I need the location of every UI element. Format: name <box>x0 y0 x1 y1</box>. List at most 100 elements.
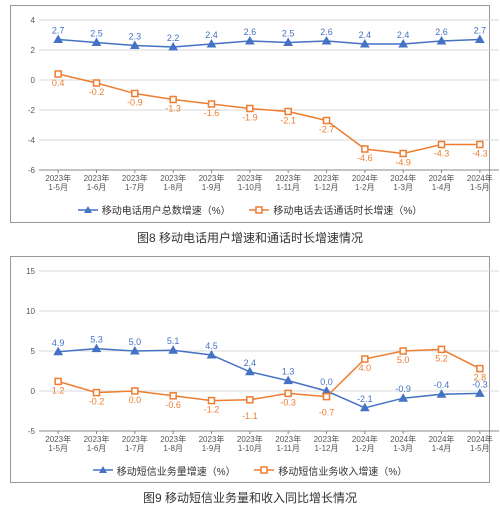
svg-text:1-12月: 1-12月 <box>314 183 338 192</box>
svg-text:4.0: 4.0 <box>359 363 372 373</box>
svg-text:2023年: 2023年 <box>275 173 301 183</box>
svg-text:-0.2: -0.2 <box>89 87 105 97</box>
svg-text:-5: -5 <box>28 427 36 436</box>
svg-text:2.8: 2.8 <box>474 372 487 382</box>
triangle-marker-icon <box>78 205 98 215</box>
svg-text:1-5月: 1-5月 <box>48 183 68 192</box>
svg-text:-0.9: -0.9 <box>395 384 411 394</box>
svg-text:2.4: 2.4 <box>397 30 410 40</box>
svg-text:5: 5 <box>31 347 36 356</box>
svg-text:-4: -4 <box>28 136 36 145</box>
svg-text:-2.7: -2.7 <box>319 125 335 135</box>
svg-text:2.4: 2.4 <box>205 30 218 40</box>
svg-text:-4.9: -4.9 <box>395 158 411 168</box>
svg-text:2.7: 2.7 <box>52 26 65 36</box>
square-marker-icon <box>254 465 274 475</box>
svg-text:2023年: 2023年 <box>160 434 186 444</box>
svg-text:-0.3: -0.3 <box>280 397 296 407</box>
svg-text:-4.3: -4.3 <box>434 149 450 159</box>
chart9-legend2-label: 移动短信业务收入增速（%） <box>278 463 407 478</box>
svg-text:0.0: 0.0 <box>129 395 142 405</box>
chart8-caption: 图8 移动电话用户增速和通话时长增速情况 <box>0 229 500 246</box>
svg-text:0.4: 0.4 <box>52 78 65 88</box>
chart8-legend: 移动电话用户总数增速（%） 移动电话去话通话时长增速（%） <box>11 198 489 222</box>
svg-text:2024年: 2024年 <box>352 173 378 183</box>
svg-text:1-3月: 1-3月 <box>393 183 413 192</box>
svg-text:1-6月: 1-6月 <box>87 183 107 192</box>
svg-text:-2: -2 <box>28 106 36 115</box>
chart9-legend: 移动短信业务量增速（%） 移动短信业务收入增速（%） <box>11 459 489 483</box>
svg-text:-1.9: -1.9 <box>242 113 258 123</box>
svg-text:15: 15 <box>26 267 35 276</box>
svg-text:1-9月: 1-9月 <box>202 183 222 192</box>
svg-text:-0.2: -0.2 <box>89 396 105 406</box>
svg-text:-1.3: -1.3 <box>165 104 181 114</box>
svg-text:2024年: 2024年 <box>467 434 493 444</box>
svg-text:2023年: 2023年 <box>84 434 110 444</box>
svg-text:0: 0 <box>31 387 36 396</box>
svg-text:2023年: 2023年 <box>45 173 71 183</box>
svg-text:2023年: 2023年 <box>314 434 340 444</box>
svg-text:4: 4 <box>31 16 36 25</box>
svg-text:0: 0 <box>31 76 36 85</box>
svg-text:1-4月: 1-4月 <box>432 183 452 192</box>
svg-text:10: 10 <box>26 307 35 316</box>
svg-text:2023年: 2023年 <box>314 173 340 183</box>
svg-text:5.1: 5.1 <box>167 336 180 346</box>
svg-text:2023年: 2023年 <box>122 434 148 444</box>
chart8-legend2: 移动电话去话通话时长增速（%） <box>249 202 422 217</box>
chart9-legend2: 移动短信业务收入增速（%） <box>254 463 407 478</box>
svg-text:-0.4: -0.4 <box>434 380 450 390</box>
svg-text:2.2: 2.2 <box>167 33 180 43</box>
svg-text:1-8月: 1-8月 <box>163 183 183 192</box>
svg-text:2024年: 2024年 <box>429 434 455 444</box>
svg-text:5.2: 5.2 <box>435 353 448 363</box>
svg-text:1-10月: 1-10月 <box>238 444 262 453</box>
svg-text:2024年: 2024年 <box>390 173 416 183</box>
svg-text:-1.2: -1.2 <box>204 404 220 414</box>
svg-text:2024年: 2024年 <box>429 173 455 183</box>
svg-text:1.3: 1.3 <box>282 366 295 376</box>
svg-text:-1.6: -1.6 <box>204 108 220 118</box>
svg-text:1-7月: 1-7月 <box>125 183 145 192</box>
svg-text:1-12月: 1-12月 <box>314 444 338 453</box>
svg-text:2023年: 2023年 <box>275 434 301 444</box>
svg-text:-0.9: -0.9 <box>127 98 143 108</box>
svg-text:2023年: 2023年 <box>199 434 225 444</box>
chart9-legend1-label: 移动短信业务量增速（%） <box>117 463 236 478</box>
svg-text:-2.1: -2.1 <box>357 393 373 403</box>
svg-text:-6: -6 <box>28 166 36 175</box>
svg-text:1-2月: 1-2月 <box>355 183 375 192</box>
svg-text:2023年: 2023年 <box>237 173 263 183</box>
svg-text:1-4月: 1-4月 <box>432 444 452 453</box>
chart8-legend2-label: 移动电话去话通话时长增速（%） <box>273 202 422 217</box>
svg-text:1.2: 1.2 <box>52 385 65 395</box>
svg-text:-2.1: -2.1 <box>280 116 296 126</box>
chart8-legend1-label: 移动电话用户总数增速（%） <box>102 202 231 217</box>
svg-text:2.6: 2.6 <box>435 27 448 37</box>
svg-text:1-3月: 1-3月 <box>393 444 413 453</box>
svg-text:2023年: 2023年 <box>237 434 263 444</box>
svg-text:2023年: 2023年 <box>45 434 71 444</box>
svg-text:4.9: 4.9 <box>52 337 65 347</box>
svg-text:-4.6: -4.6 <box>357 153 373 163</box>
svg-text:2.4: 2.4 <box>244 357 257 367</box>
svg-text:1-6月: 1-6月 <box>87 444 107 453</box>
svg-text:2023年: 2023年 <box>160 173 186 183</box>
svg-text:2.4: 2.4 <box>359 30 372 40</box>
svg-text:-0.6: -0.6 <box>165 399 181 409</box>
svg-text:2.3: 2.3 <box>129 32 142 42</box>
svg-text:2.5: 2.5 <box>282 29 295 39</box>
svg-text:-0.7: -0.7 <box>319 407 335 417</box>
chart8-legend1: 移动电话用户总数增速（%） <box>78 202 231 217</box>
svg-text:2023年: 2023年 <box>84 173 110 183</box>
svg-text:2: 2 <box>31 46 36 55</box>
svg-text:-4.3: -4.3 <box>472 149 488 159</box>
svg-text:2024年: 2024年 <box>467 173 493 183</box>
svg-text:5.0: 5.0 <box>397 355 410 365</box>
svg-text:1-7月: 1-7月 <box>125 444 145 453</box>
svg-text:5.0: 5.0 <box>129 337 142 347</box>
chart9-legend1: 移动短信业务量增速（%） <box>93 463 236 478</box>
svg-text:1-5月: 1-5月 <box>470 444 490 453</box>
chart9-container: -50510152023年1-5月2023年1-6月2023年1-7月2023年… <box>10 256 490 484</box>
